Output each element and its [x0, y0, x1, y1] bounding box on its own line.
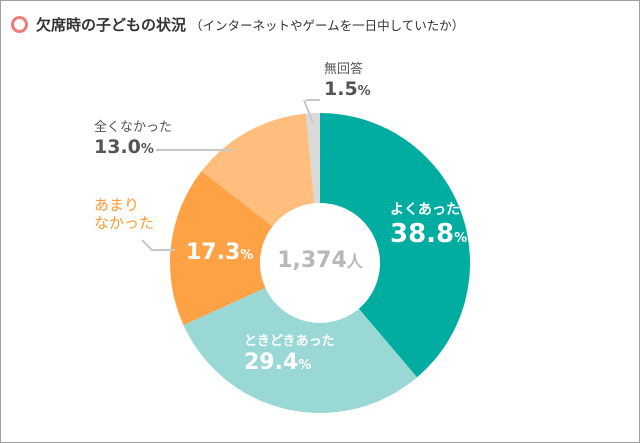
- total-value: 1,374: [277, 248, 347, 273]
- slice-value: 1.5: [324, 77, 358, 100]
- slice-4: [305, 113, 320, 204]
- unit: %: [357, 83, 371, 99]
- chart-title: 欠席時の子どもの状況 （インターネットやゲームを一日中していたか）: [11, 14, 464, 35]
- slice-label: なかった: [94, 214, 155, 232]
- slice-value: 13.0: [94, 135, 141, 158]
- unit: %: [140, 141, 154, 157]
- slice-label: あまり: [94, 196, 140, 214]
- title-text: 欠席時の子どもの状況: [36, 16, 187, 34]
- total-respondents: 1,374人: [260, 248, 380, 273]
- slice-3: [201, 113, 315, 227]
- slice-value: 38.8: [390, 218, 455, 249]
- unit: %: [240, 248, 254, 263]
- label-yoku: よくあった 38.8%: [390, 202, 467, 250]
- slice-value: 17.3: [186, 240, 241, 265]
- leader-line-amari: [141, 239, 175, 251]
- slice-label: 無回答: [324, 62, 364, 77]
- slice-value: 29.4: [244, 349, 299, 375]
- slice-2: [170, 171, 273, 326]
- value-amari: 17.3%: [186, 240, 253, 266]
- label-amari: あまり なかった: [94, 196, 154, 232]
- unit: %: [298, 357, 312, 373]
- slice-label: 全くなかった: [94, 120, 173, 135]
- subtitle-text: （インターネットやゲームを一日中していたか）: [190, 18, 465, 33]
- leader-line-none2: [303, 99, 314, 124]
- unit: %: [454, 230, 468, 246]
- slice-label: よくあった: [390, 202, 460, 218]
- slice-label: ときどきあった: [244, 334, 335, 349]
- slice-1: [183, 287, 418, 413]
- label-none: 無回答 1.5%: [324, 62, 371, 100]
- label-zen: 全くなかった 13.0%: [94, 120, 172, 158]
- total-unit: 人: [346, 252, 363, 271]
- circle-icon: [11, 16, 28, 33]
- label-tokidoki: ときどきあった 29.4%: [244, 334, 335, 376]
- slice-0: [320, 113, 471, 378]
